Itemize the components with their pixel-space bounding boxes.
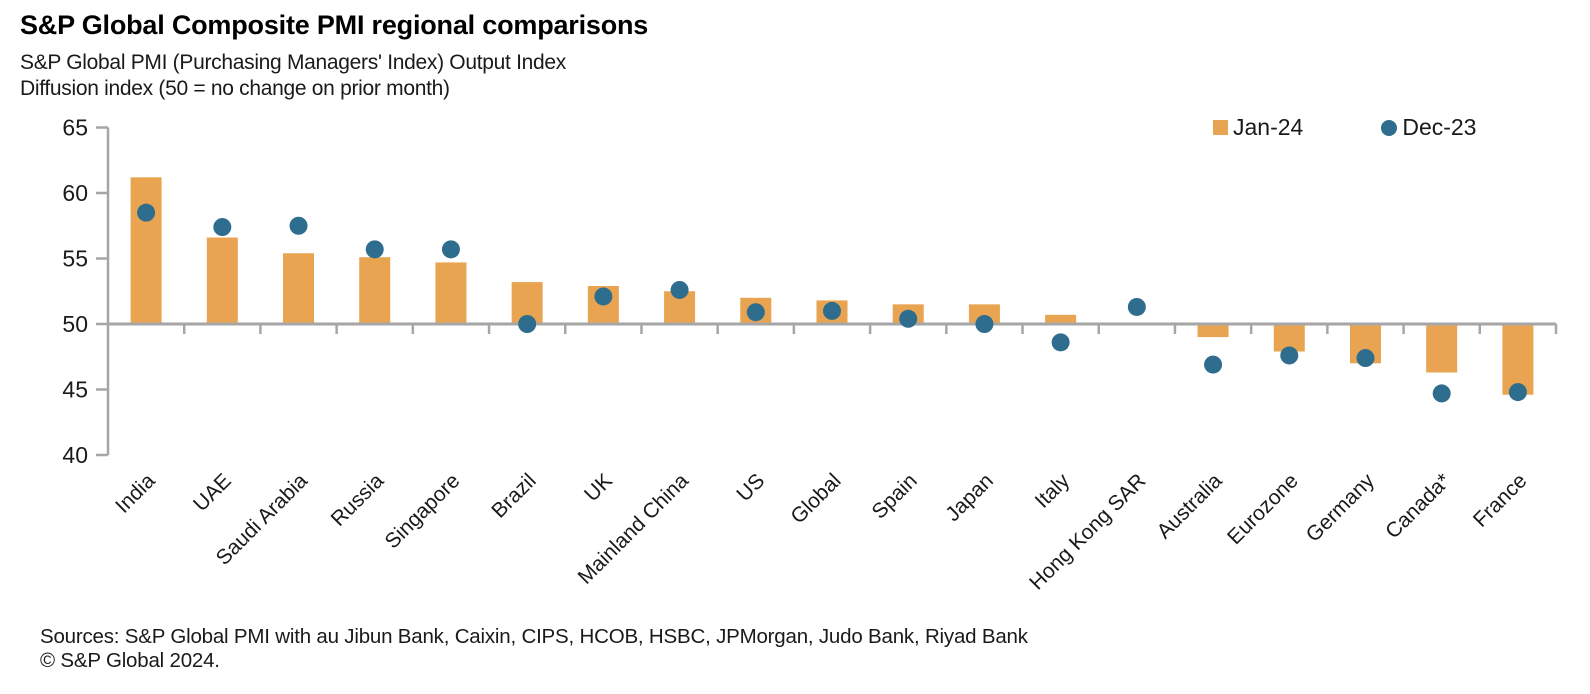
- dot-saudi-arabia: [289, 216, 308, 235]
- dot-uae: [213, 218, 232, 237]
- bar-india: [130, 177, 162, 324]
- x-label-us: US: [732, 469, 769, 506]
- x-label-italy: Italy: [1031, 469, 1075, 513]
- legend-item-jan24: Jan-24: [1213, 114, 1303, 141]
- x-label-global: Global: [786, 469, 845, 528]
- dot-us: [746, 303, 765, 322]
- bar-australia: [1197, 324, 1229, 338]
- x-label-india: India: [111, 469, 160, 518]
- bar-uae: [206, 237, 238, 324]
- subtitle-index-name: S&P Global PMI (Purchasing Managers' Ind…: [20, 51, 566, 74]
- dot-uk: [594, 287, 613, 306]
- bar-japan: [968, 304, 1000, 324]
- x-label-spain: Spain: [867, 469, 921, 523]
- dot-brazil: [518, 315, 537, 333]
- dot-canada: [1432, 384, 1451, 403]
- x-label-australia: Australia: [1153, 469, 1227, 543]
- x-label-uk: UK: [580, 469, 617, 506]
- page-title: S&P Global Composite PMI regional compar…: [20, 10, 649, 40]
- jan24-square-swatch-icon: [1213, 120, 1228, 135]
- copyright-line: © S&P Global 2024.: [40, 649, 220, 672]
- x-label-uae: UAE: [189, 469, 236, 516]
- x-label-japan: Japan: [941, 469, 998, 526]
- dot-japan: [975, 315, 994, 333]
- dot-germany: [1356, 349, 1375, 368]
- y-tick-label-45: 45: [62, 377, 88, 403]
- dot-france: [1508, 383, 1527, 402]
- x-label-france: France: [1469, 469, 1531, 531]
- bar-france: [1502, 324, 1534, 395]
- sources-line: Sources: S&P Global PMI with au Jibun Ba…: [40, 625, 1028, 648]
- legend-label-dec23: Dec-23: [1402, 114, 1477, 140]
- x-label-germany: Germany: [1302, 469, 1380, 547]
- y-tick-label-60: 60: [62, 180, 88, 206]
- bar-russia: [359, 257, 391, 324]
- bar-canada: [1426, 324, 1458, 373]
- dot-hong-kong-sar: [1127, 297, 1146, 316]
- dot-italy: [1051, 333, 1070, 352]
- y-tick-label-65: 65: [62, 115, 88, 141]
- dot-eurozone: [1280, 346, 1299, 365]
- x-label-eurozone: Eurozone: [1223, 469, 1303, 549]
- source-footer: Sources: S&P Global PMI with au Jibun Ba…: [40, 625, 1028, 673]
- y-tick-label-50: 50: [62, 311, 88, 337]
- bar-saudi-arabia: [283, 253, 315, 324]
- dot-mainland-china: [670, 280, 689, 299]
- x-label-canada: Canada*: [1381, 469, 1455, 543]
- dot-global: [823, 301, 841, 320]
- legend-label-jan24: Jan-24: [1233, 114, 1304, 140]
- chart-legend: Jan-24 Dec-23: [1213, 114, 1476, 141]
- dot-india: [137, 203, 156, 222]
- y-tick-label-55: 55: [62, 246, 88, 272]
- dot-spain: [899, 309, 918, 328]
- subtitle-diffusion-note: Diffusion index (50 = no change on prior…: [20, 77, 450, 100]
- dot-australia: [1204, 355, 1223, 374]
- dot-russia: [365, 240, 384, 259]
- x-label-brazil: Brazil: [487, 469, 540, 522]
- bar-singapore: [435, 262, 467, 324]
- dot-singapore: [441, 240, 460, 259]
- dec23-circle-swatch-icon: [1381, 119, 1398, 136]
- x-label-singapore: Singapore: [381, 469, 465, 553]
- y-tick-label-40: 40: [62, 442, 88, 468]
- x-label-russia: Russia: [327, 469, 389, 531]
- legend-item-dec23: Dec-23: [1381, 114, 1476, 141]
- bar-italy: [1045, 314, 1077, 324]
